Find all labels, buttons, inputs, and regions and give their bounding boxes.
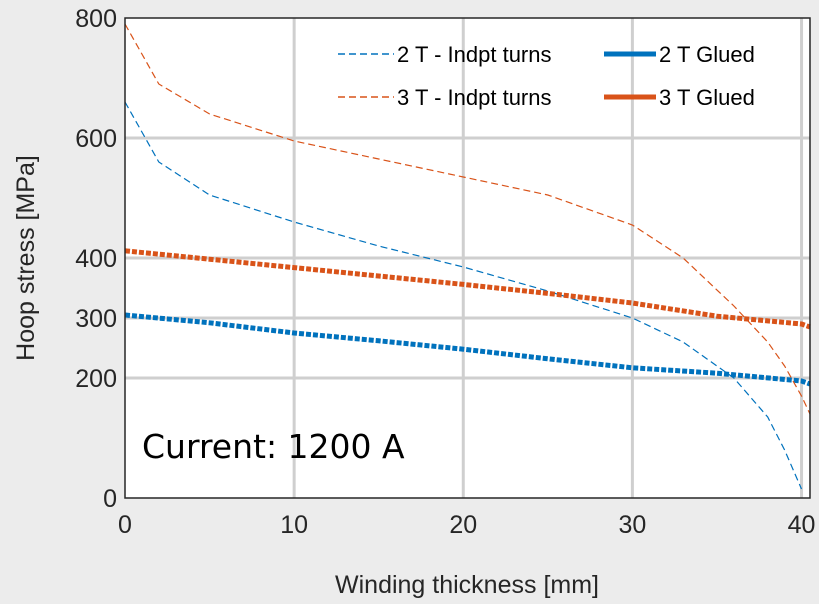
- y-tick-label: 800: [75, 5, 117, 33]
- x-tick-label: 20: [449, 511, 477, 539]
- x-tick-label: 30: [619, 511, 647, 539]
- series-line-0: [124, 101, 803, 490]
- x-tick-label: 0: [118, 511, 132, 539]
- y-axis-title: Hoop stress [MPa]: [12, 155, 40, 361]
- x-tick-label: 40: [788, 511, 816, 539]
- legend-label: 2 T - Indpt turns: [397, 42, 552, 67]
- series-group: [124, 23, 811, 490]
- y-tick-label: 0: [103, 485, 117, 513]
- y-tick-label: 400: [75, 245, 117, 273]
- legend-label: 3 T - Indpt turns: [397, 85, 552, 110]
- y-tick-label: 200: [75, 365, 117, 393]
- plot-frame: [124, 17, 811, 499]
- x-axis-title: Winding thickness [mm]: [335, 571, 599, 599]
- y-tick-label: 600: [75, 125, 117, 153]
- legend-label: 3 T Glued: [659, 85, 755, 110]
- current-annotation: Current: 1200 A: [142, 427, 405, 466]
- series-line-1: [124, 312, 811, 387]
- legend-label: 2 T Glued: [659, 42, 755, 67]
- series-line-2: [124, 23, 811, 415]
- series-line-3: [124, 248, 811, 330]
- x-tick-label: 10: [280, 511, 308, 539]
- y-tick-label: 300: [75, 305, 117, 333]
- legend: 2 T - Indpt turns 2 T Glued 3 T - Indpt tu…: [338, 42, 755, 110]
